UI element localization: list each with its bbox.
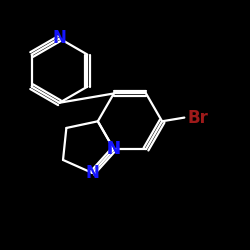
Text: N: N xyxy=(107,140,121,158)
Text: N: N xyxy=(107,140,121,158)
Text: N: N xyxy=(52,30,66,48)
Text: Br: Br xyxy=(188,108,208,126)
Text: N: N xyxy=(86,164,99,182)
